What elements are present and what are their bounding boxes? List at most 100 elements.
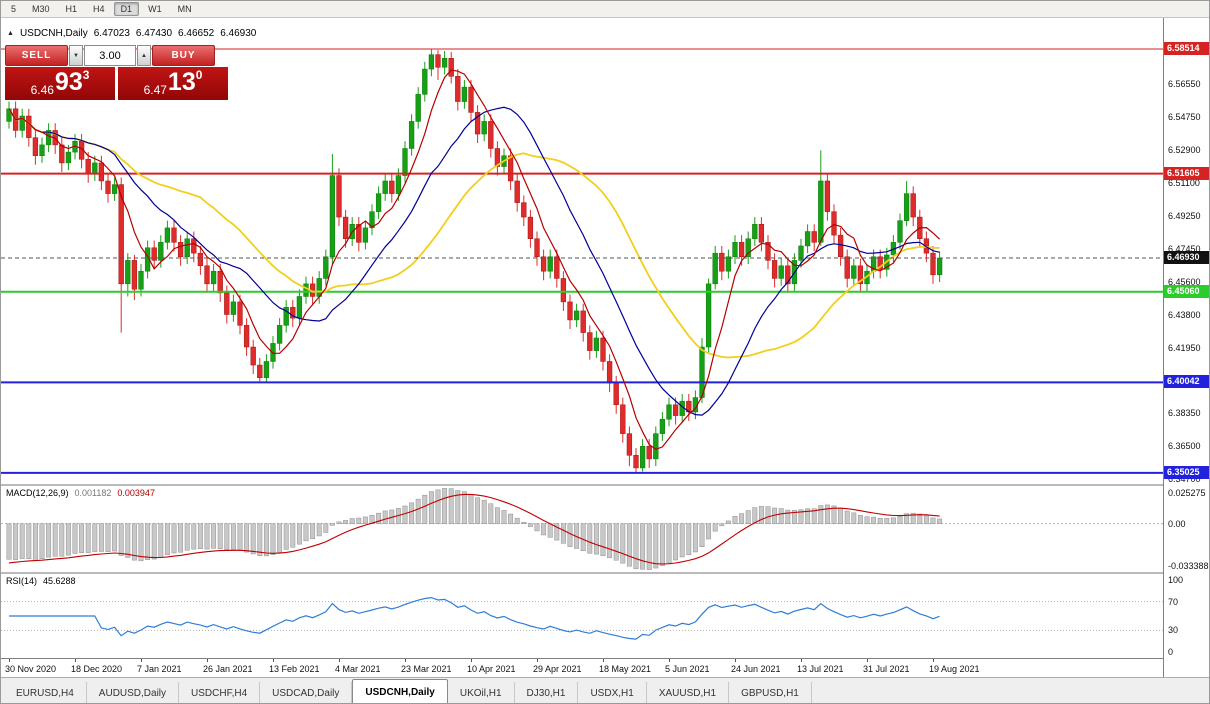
date-tick — [537, 659, 538, 662]
low-value: 6.46652 — [178, 28, 215, 39]
price-level-badge: 6.35025 — [1164, 465, 1209, 479]
price-level-badge: 6.45060 — [1164, 284, 1209, 298]
date-tick — [75, 659, 76, 662]
one-click-collapse-icon[interactable]: ▲ — [7, 30, 14, 37]
chart-tab-ukoil[interactable]: UKOil,H1 — [448, 682, 515, 703]
bid-price-prefix: 6.46 — [30, 83, 54, 97]
buy-button[interactable]: BUY — [152, 45, 215, 66]
date-label: 7 Jan 2021 — [137, 664, 182, 674]
date-tick — [273, 659, 274, 662]
timeframe-button-m30[interactable]: M30 — [32, 4, 50, 14]
bid-price-main: 93 — [54, 68, 83, 96]
date-tick — [405, 659, 406, 662]
date-tick — [801, 659, 802, 662]
rsi-pane[interactable]: RSI(14) 45.6288 — [1, 574, 1163, 658]
ask-price-display[interactable]: 6.47 13 0 — [118, 67, 228, 100]
rsi-axis-label: 70 — [1168, 596, 1179, 607]
timeframe-button-w1[interactable]: W1 — [148, 4, 162, 14]
current-price-badge: 6.46930 — [1164, 251, 1209, 265]
timeframe-button-h4[interactable]: H4 — [93, 4, 105, 14]
rsi-axis-label: 100 — [1168, 575, 1184, 585]
volume-decrease-button[interactable]: ▼ — [69, 45, 83, 66]
open-value: 6.47023 — [93, 28, 130, 39]
rsi-canvas[interactable] — [1, 574, 1163, 658]
rsi-header: RSI(14) 45.6288 — [6, 576, 76, 586]
price-tick-label: 6.49250 — [1168, 211, 1201, 222]
macd-name: MACD(12,26,9) — [6, 488, 69, 498]
pane-separator[interactable] — [1, 572, 1209, 574]
price-tick-label: 6.54750 — [1168, 111, 1201, 122]
timeframe-button-h1[interactable]: H1 — [65, 4, 78, 14]
date-tick — [933, 659, 934, 662]
one-click-quote-row: 6.46 93 3 6.47 13 0 — [5, 67, 229, 100]
date-label: 13 Jul 2021 — [797, 664, 844, 674]
macd-pane[interactable]: MACD(12,26,9) 0.001182 0.003947 — [1, 486, 1163, 572]
price-tick-label: 6.41950 — [1168, 342, 1201, 353]
rsi-axis-label: 0 — [1168, 647, 1174, 657]
pane-separator[interactable] — [1, 484, 1209, 486]
date-tick — [9, 659, 10, 662]
date-axis[interactable]: 30 Nov 2020 18 Dec 2020 7 Jan 2021 26 Jan 2… — [1, 658, 1163, 677]
date-label: 23 Mar 2021 — [401, 664, 452, 674]
date-tick — [735, 659, 736, 662]
date-label: 19 Aug 2021 — [929, 664, 980, 674]
date-label: 30 Nov 2020 — [5, 664, 57, 674]
chart-tab-eurusd[interactable]: EURUSD,H4 — [4, 682, 87, 703]
chart-tab-xauusd[interactable]: XAUUSD,H1 — [647, 682, 730, 703]
ask-price-pip: 0 — [195, 68, 203, 82]
main-chart-canvas[interactable] — [1, 18, 1163, 484]
date-label: 18 May 2021 — [599, 664, 652, 674]
rsi-value: 45.6288 — [43, 576, 76, 586]
price-axis[interactable]: 6.56550 6.54750 6.52900 6.51100 6.49250 6.474… — [1163, 18, 1209, 677]
one-click-trading-panel: SELL ▼ ▲ BUY 6.46 93 3 6.47 13 0 — [5, 45, 229, 100]
date-label: 26 Jan 2021 — [203, 664, 253, 674]
volume-increase-button[interactable]: ▲ — [137, 45, 151, 66]
bid-price-display[interactable]: 6.46 93 3 — [5, 67, 115, 100]
date-tick — [603, 659, 604, 662]
close-value: 6.46930 — [220, 28, 257, 39]
macd-axis-label: 0.025275 — [1168, 488, 1206, 498]
date-tick — [207, 659, 208, 662]
timeframe-button-d1[interactable]: D1 — [113, 2, 140, 16]
price-tick-label: 6.38350 — [1168, 407, 1201, 418]
date-label: 10 Apr 2021 — [467, 664, 516, 674]
chart-tab-gbpusd[interactable]: GBPUSD,H1 — [729, 682, 812, 703]
ask-price-main: 13 — [167, 68, 196, 96]
main-price-pane[interactable]: ▲ USDCNH,Daily 6.47023 6.47430 6.46652 6… — [1, 18, 1163, 484]
symbol-period-label: USDCNH,Daily — [19, 28, 88, 39]
macd-header: MACD(12,26,9) 0.001182 0.003947 — [6, 488, 155, 498]
timeframe-button-mn[interactable]: MN — [177, 4, 192, 14]
price-tick-label: 6.56550 — [1168, 79, 1201, 90]
price-tick-label: 6.45600 — [1168, 277, 1201, 288]
price-level-badge: 6.51605 — [1164, 166, 1209, 180]
ask-price-prefix: 6.47 — [143, 83, 167, 97]
date-label: 4 Mar 2021 — [335, 664, 381, 674]
volume-input[interactable] — [84, 45, 136, 66]
macd-canvas[interactable] — [1, 486, 1163, 572]
date-label: 18 Dec 2020 — [71, 664, 123, 674]
sell-button[interactable]: SELL — [5, 45, 68, 66]
chart-tab-usdx[interactable]: USDX,H1 — [578, 682, 647, 703]
date-label: 5 Jun 2021 — [665, 664, 710, 674]
chart-tab-usdchf[interactable]: USDCHF,H4 — [179, 682, 261, 703]
timeframe-button-5[interactable]: 5 — [11, 4, 17, 14]
date-label: 31 Jul 2021 — [863, 664, 910, 674]
timeframe-toolbar: 5 M30 H1 H4 D1 W1 MN — [1, 1, 1209, 18]
chart-tab-audusd[interactable]: AUDUSD,Daily — [87, 682, 180, 703]
chart-tab-usdcad[interactable]: USDCAD,Daily — [260, 682, 353, 703]
chart-ohlc-header: ▲ USDCNH,Daily 6.47023 6.47430 6.46652 6… — [7, 28, 256, 39]
chart-area[interactable]: ▲ USDCNH,Daily 6.47023 6.47430 6.46652 6… — [1, 18, 1209, 677]
price-tick-label: 6.51100 — [1168, 177, 1200, 188]
date-tick — [141, 659, 142, 662]
date-tick — [339, 659, 340, 662]
date-label: 13 Feb 2021 — [269, 664, 320, 674]
one-click-order-row: SELL ▼ ▲ BUY — [5, 45, 229, 66]
date-label: 29 Apr 2021 — [533, 664, 582, 674]
macd-axis-label: -0.033388 — [1168, 561, 1209, 571]
chart-tab-usdcnh[interactable]: USDCNH,Daily — [352, 679, 448, 703]
price-tick-label: 6.52900 — [1168, 145, 1201, 156]
date-label: 24 Jun 2021 — [731, 664, 781, 674]
chart-tab-dj30[interactable]: DJ30,H1 — [515, 682, 579, 703]
rsi-name: RSI(14) — [6, 576, 38, 586]
